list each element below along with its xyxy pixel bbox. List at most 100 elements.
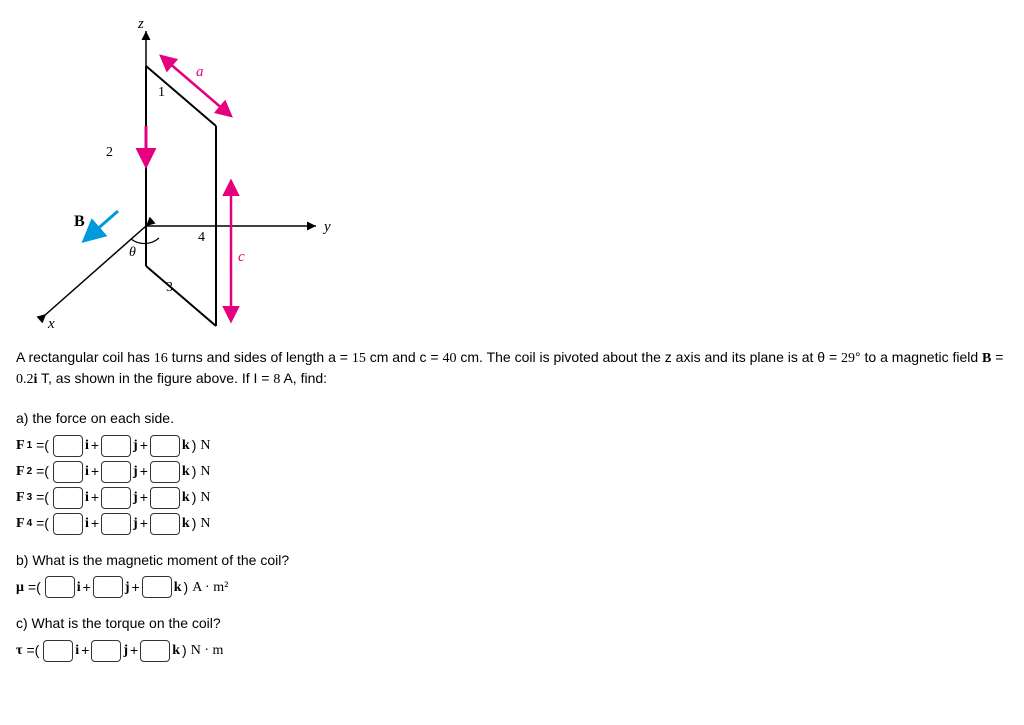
close-paren: ) [192, 462, 197, 482]
unit-vector-j: j [125, 578, 130, 598]
unit-vector-i: i [85, 488, 89, 508]
coil-diagram: y z x 1 2 3 4 a c B θ [16, 16, 346, 336]
theta-value: 29 [841, 351, 855, 366]
plus-sign: + [91, 488, 99, 508]
plus-sign: + [91, 514, 99, 534]
unit-vector-i: i [85, 436, 89, 456]
problem-text-2: turns and sides of length a = [168, 349, 352, 365]
lhs-symbol: F [16, 436, 25, 456]
plus-sign: + [91, 462, 99, 482]
equals-sign: =( [36, 462, 49, 482]
vector-row: F1 =(i+j+k) N [16, 435, 1008, 457]
B-value: 0.2 [16, 372, 34, 387]
vector-row: F4 =(i+j+k) N [16, 513, 1008, 535]
input-j[interactable] [101, 461, 131, 483]
problem-text-1: A rectangular coil has [16, 349, 154, 365]
y-axis-label: y [322, 219, 331, 235]
close-paren: ) [192, 436, 197, 456]
input-i[interactable] [53, 435, 83, 457]
input-j[interactable] [101, 513, 131, 535]
unit-vector-k: k [182, 436, 190, 456]
vector-row: F3 =(i+j+k) N [16, 487, 1008, 509]
problem-statement: A rectangular coil has 16 turns and side… [16, 348, 1008, 389]
vector-row: τ =(i+j+k) N · m [16, 640, 1008, 662]
close-paren: ) [184, 578, 189, 598]
theta-label: θ [129, 245, 136, 260]
unit-vector-i: i [75, 641, 79, 661]
c-label: c [238, 249, 245, 265]
lhs-subscript: 3 [27, 491, 33, 505]
part-a-title: a) the force on each side. [16, 409, 1008, 429]
input-k[interactable] [150, 513, 180, 535]
part-c-title: c) What is the torque on the coil? [16, 614, 1008, 634]
a-label: a [196, 64, 204, 80]
unit-vector-j: j [133, 488, 138, 508]
plus-sign: + [81, 641, 89, 661]
plus-sign: + [83, 578, 91, 598]
part-c-rows: τ =(i+j+k) N · m [16, 640, 1008, 662]
unit-vector-k: k [172, 641, 180, 661]
unit-vector-k: k [182, 462, 190, 482]
input-j[interactable] [101, 487, 131, 509]
unit-label: A · m² [192, 578, 228, 598]
side-3-label: 3 [166, 280, 173, 295]
input-j[interactable] [93, 576, 123, 598]
problem-text-6: T, as shown in the figure above. If I = [37, 370, 273, 386]
z-axis-label: z [137, 16, 144, 32]
unit-vector-k: k [174, 578, 182, 598]
equals-sign: =( [36, 514, 49, 534]
unit-label: N · m [191, 641, 224, 661]
x-axis-label: x [47, 316, 55, 332]
input-j[interactable] [91, 640, 121, 662]
close-paren: ) [182, 641, 187, 661]
turns-value: 16 [154, 351, 168, 366]
unit-vector-j: j [123, 641, 128, 661]
part-a-rows: F1 =(i+j+k) NF2 =(i+j+k) NF3 =(i+j+k) NF… [16, 435, 1008, 535]
side-2-label: 2 [106, 145, 113, 160]
plus-sign: + [91, 436, 99, 456]
vector-row: F2 =(i+j+k) N [16, 461, 1008, 483]
problem-text-7: A, find: [280, 370, 327, 386]
plus-sign: + [132, 578, 140, 598]
unit-vector-j: j [133, 462, 138, 482]
close-paren: ) [192, 514, 197, 534]
plus-sign: + [140, 462, 148, 482]
lhs-symbol: F [16, 462, 25, 482]
input-k[interactable] [150, 487, 180, 509]
B-label: B [74, 213, 85, 230]
unit-vector-i: i [85, 514, 89, 534]
input-i[interactable] [53, 461, 83, 483]
input-i[interactable] [45, 576, 75, 598]
unit-label: N [200, 436, 210, 456]
unit-label: N [200, 488, 210, 508]
problem-text-3: cm and c = [366, 349, 443, 365]
lhs-subscript: 4 [27, 517, 33, 531]
equals-sign: =( [28, 578, 41, 598]
plus-sign: + [130, 641, 138, 661]
input-i[interactable] [53, 513, 83, 535]
equals-sign: =( [36, 436, 49, 456]
equals-sign: =( [36, 488, 49, 508]
plus-sign: + [140, 514, 148, 534]
side-1-label: 1 [158, 85, 165, 100]
lhs-symbol: τ [16, 641, 22, 661]
lhs-symbol: F [16, 488, 25, 508]
input-i[interactable] [43, 640, 73, 662]
problem-text-4: cm. The coil is pivoted about the z axis… [456, 349, 841, 365]
a-value: 15 [352, 351, 366, 366]
unit-label: N [200, 514, 210, 534]
input-k[interactable] [142, 576, 172, 598]
equals-sign: =( [26, 641, 39, 661]
unit-vector-k: k [182, 514, 190, 534]
unit-label: N [200, 462, 210, 482]
input-k[interactable] [140, 640, 170, 662]
problem-text-5: ° to a magnetic field [855, 349, 982, 365]
lhs-subscript: 2 [27, 465, 33, 479]
input-j[interactable] [101, 435, 131, 457]
vector-row: μ =(i+j+k) A · m² [16, 576, 1008, 598]
lhs-symbol: F [16, 514, 25, 534]
unit-vector-j: j [133, 436, 138, 456]
input-k[interactable] [150, 461, 180, 483]
input-i[interactable] [53, 487, 83, 509]
input-k[interactable] [150, 435, 180, 457]
